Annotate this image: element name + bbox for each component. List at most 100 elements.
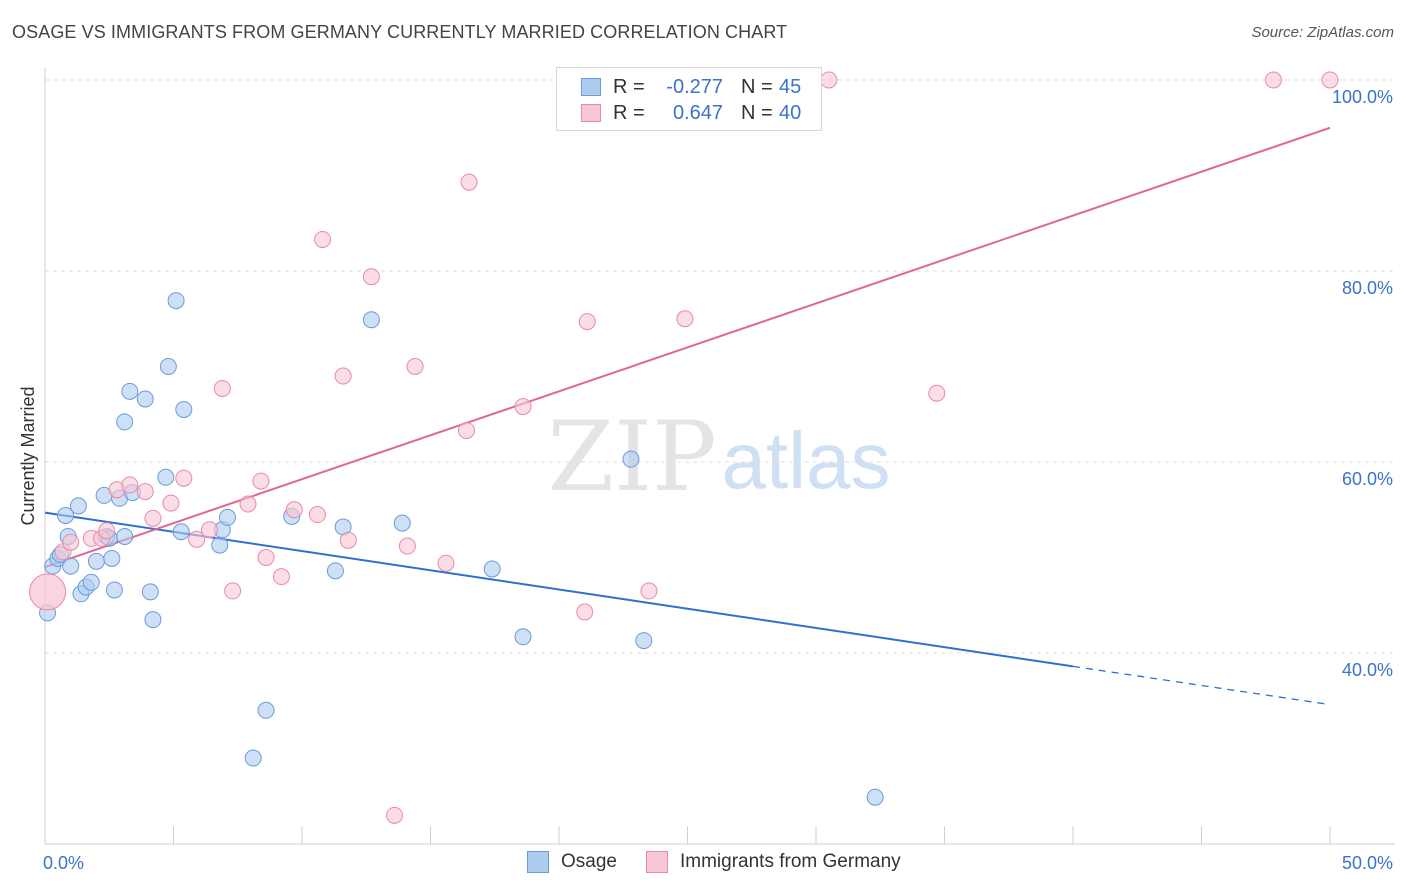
osage-point: [866, 788, 884, 806]
germany-point: [121, 476, 139, 494]
osage-point: [57, 506, 75, 524]
germany-point: [136, 483, 154, 501]
y-tick-label: 40.0%: [1342, 660, 1393, 680]
germany-point: [200, 521, 218, 539]
germany-point: [162, 494, 180, 512]
osage-point: [483, 560, 501, 578]
osage-point: [121, 382, 139, 400]
osage-point: [244, 749, 262, 767]
germany-point: [398, 537, 416, 555]
germany-point: [1264, 71, 1282, 89]
osage-point: [105, 581, 123, 599]
legend-label-germany: Immigrants from Germany: [680, 851, 901, 872]
r-label: R =: [613, 101, 645, 124]
osage-point: [257, 701, 275, 719]
osage-point: [82, 573, 100, 591]
n-label: N =: [741, 75, 773, 98]
osage-point: [157, 468, 175, 486]
watermark: ZIP atlas: [547, 401, 890, 513]
germany-point: [339, 531, 357, 549]
germany-point: [213, 379, 231, 397]
grid-lines: [45, 79, 1395, 654]
x-tick-label: 50.0%: [1342, 853, 1393, 873]
osage-swatch: [581, 78, 601, 96]
germany-point: [386, 806, 404, 824]
source-credit: Source: ZipAtlas.com: [1251, 24, 1394, 41]
y-tick-label: 80.0%: [1342, 278, 1393, 298]
germany-point: [514, 398, 532, 416]
germany-point: [576, 603, 594, 621]
germany-point: [272, 568, 290, 586]
legend-label-osage: Osage: [561, 851, 617, 872]
germany-point: [457, 421, 475, 439]
y-tick-label: 100.0%: [1332, 87, 1393, 107]
osage-point: [141, 583, 159, 601]
germany-point: [676, 310, 694, 328]
germany-point: [98, 522, 116, 540]
germany-point: [314, 230, 332, 248]
germany-point: [175, 469, 193, 487]
legend-item-osage[interactable]: Osage: [527, 851, 617, 873]
osage-point: [136, 390, 154, 408]
germany-point: [29, 573, 67, 611]
germany-swatch: [581, 104, 601, 122]
osage-point: [172, 523, 190, 541]
r-value: -0.277: [666, 75, 723, 98]
germany-point: [578, 313, 596, 331]
n-value: 45: [779, 75, 802, 98]
osage-point: [393, 514, 411, 532]
germany-point: [224, 582, 242, 600]
y-tick-label: 60.0%: [1342, 469, 1393, 489]
x-tick-label: 0.0%: [43, 853, 84, 873]
germany-point: [252, 472, 270, 490]
osage-point: [167, 292, 185, 310]
osage-point: [103, 549, 121, 567]
osage-legend-swatch: [527, 851, 549, 873]
germany-point: [1321, 71, 1339, 89]
r-value: 0.647: [672, 101, 723, 124]
osage-point: [144, 611, 162, 629]
germany-point: [820, 71, 838, 89]
germany-point: [437, 554, 455, 572]
n-value: 40: [779, 101, 802, 124]
germany-point: [308, 506, 326, 524]
osage-point: [62, 557, 80, 575]
germany-point: [62, 533, 80, 551]
germany-point: [406, 358, 424, 375]
germany-point: [188, 530, 206, 548]
osage-point: [116, 413, 134, 431]
y-axis-label: Currently Married: [18, 386, 38, 525]
germany-legend-swatch: [646, 851, 668, 873]
correlation-legend: R = -0.277 N = 45 R = 0.647 N = 40: [556, 67, 822, 131]
osage-point: [218, 508, 236, 526]
axes: [44, 68, 1395, 845]
germany-point: [362, 268, 380, 286]
germany-point: [285, 501, 303, 519]
chart-title: OSAGE VS IMMIGRANTS FROM GERMANY CURRENT…: [12, 22, 788, 42]
germany-point: [460, 173, 478, 191]
osage-point: [622, 450, 640, 468]
osage-point: [159, 358, 177, 375]
osage-point: [116, 527, 134, 545]
legend-row-osage: R = -0.277 N = 45: [581, 75, 801, 99]
osage-point: [69, 497, 87, 515]
osage-point: [635, 632, 653, 650]
germany-point: [144, 509, 162, 527]
germany-point: [334, 367, 352, 385]
legend-item-germany[interactable]: Immigrants from Germany: [646, 851, 901, 873]
germany-point: [928, 384, 946, 402]
osage-point: [514, 628, 532, 646]
osage-point: [87, 552, 105, 570]
osage-point: [362, 311, 380, 329]
n-label: N =: [741, 101, 773, 124]
germany-point: [640, 582, 658, 600]
osage-point: [175, 400, 193, 418]
watermark-atlas: atlas: [722, 416, 891, 505]
r-label: R =: [613, 75, 645, 98]
germany-point: [257, 549, 275, 566]
data-points: [29, 71, 1339, 824]
tick-labels: 40.0% 60.0% 80.0% 100.0% 0.0% 50.0%: [43, 87, 1393, 873]
legend-row-germany: R = 0.647 N = 40: [581, 101, 801, 125]
osage-point: [326, 562, 344, 580]
